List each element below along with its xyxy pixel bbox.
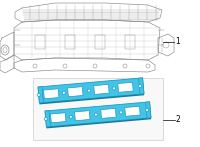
Polygon shape (118, 82, 133, 92)
Text: 1: 1 (175, 37, 180, 46)
Polygon shape (38, 78, 144, 103)
Circle shape (120, 111, 123, 114)
Circle shape (146, 109, 149, 112)
FancyBboxPatch shape (33, 78, 163, 140)
Polygon shape (44, 89, 59, 99)
Polygon shape (139, 78, 144, 94)
Circle shape (62, 91, 65, 94)
Polygon shape (94, 84, 109, 94)
Text: 2: 2 (176, 116, 181, 125)
Circle shape (113, 87, 116, 90)
Polygon shape (146, 102, 151, 118)
Polygon shape (125, 106, 140, 116)
Polygon shape (68, 87, 83, 97)
Polygon shape (101, 108, 116, 118)
Circle shape (139, 85, 142, 88)
Circle shape (94, 113, 97, 116)
Circle shape (87, 89, 90, 92)
Polygon shape (75, 111, 90, 121)
Polygon shape (38, 87, 43, 103)
Polygon shape (39, 94, 144, 104)
Polygon shape (45, 111, 50, 127)
Circle shape (37, 93, 40, 96)
Polygon shape (51, 113, 66, 123)
Circle shape (69, 115, 72, 118)
Circle shape (44, 117, 47, 121)
Polygon shape (46, 118, 151, 128)
Polygon shape (45, 102, 151, 127)
